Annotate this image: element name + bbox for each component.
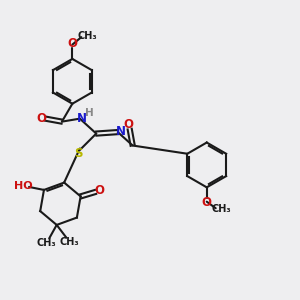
Text: CH₃: CH₃	[212, 204, 232, 214]
Text: O: O	[94, 184, 104, 197]
Text: CH₃: CH₃	[59, 237, 79, 247]
Text: O: O	[37, 112, 46, 125]
Text: S: S	[74, 147, 82, 160]
Text: O: O	[123, 118, 133, 131]
Text: O: O	[68, 38, 77, 50]
Text: CH₃: CH₃	[36, 238, 56, 248]
Text: N: N	[77, 112, 87, 124]
Text: O: O	[202, 196, 212, 209]
Text: N: N	[116, 125, 126, 138]
Text: CH₃: CH₃	[77, 31, 97, 41]
Text: H: H	[85, 108, 94, 118]
Text: HO: HO	[14, 181, 33, 191]
